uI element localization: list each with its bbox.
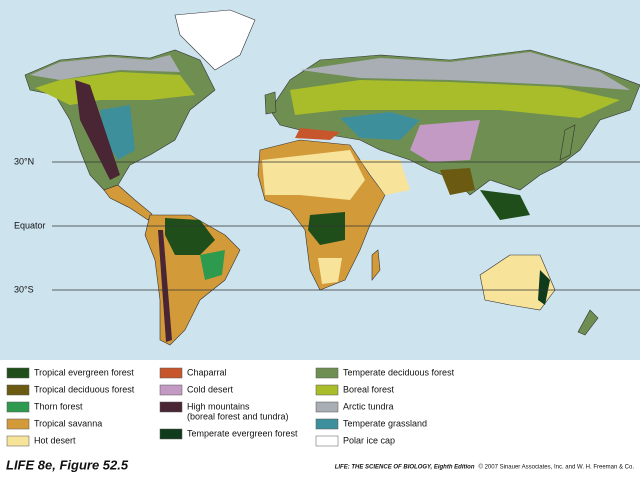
biome-region (35, 72, 195, 105)
biome-region (300, 52, 630, 90)
new-zealand (577, 309, 599, 336)
legend-label: Arctic tundra (343, 401, 394, 411)
legend-swatch (159, 367, 183, 379)
legend-swatch (315, 384, 339, 396)
biome-region (440, 168, 475, 195)
latitude-label: 30°S (14, 284, 34, 294)
biome-region (410, 120, 480, 162)
legend-label: Temperate evergreen forest (187, 428, 298, 438)
legend-swatch (315, 367, 339, 379)
biome-region (360, 160, 410, 195)
biome-region (30, 55, 180, 80)
legend-swatch (159, 428, 183, 440)
legend-swatch (6, 367, 30, 379)
legend-swatch (159, 384, 183, 396)
biome-region (340, 112, 420, 140)
biome-region (295, 128, 340, 140)
biome-region (318, 258, 342, 284)
legend-label: Tropical evergreen forest (34, 367, 134, 377)
biome-region (308, 212, 345, 245)
australia (479, 254, 556, 311)
biome-region (165, 218, 215, 255)
madagascar (371, 249, 381, 281)
greenland (174, 9, 256, 71)
biome-region (480, 190, 530, 220)
legend-label: Tropical deciduous forest (34, 384, 135, 394)
latitude-lines: 30°N Equator 30°S (14, 156, 640, 294)
legend-label: Tropical savanna (34, 418, 102, 428)
biome-region (75, 80, 120, 180)
legend-swatch (6, 384, 30, 396)
legend-swatch (6, 435, 30, 447)
latitude-label: Equator (14, 220, 46, 230)
legend-swatch (315, 418, 339, 430)
biome-region (262, 150, 365, 200)
legend-swatch (159, 401, 183, 413)
legend-swatch (315, 401, 339, 413)
legend-label: Boreal forest (343, 384, 395, 394)
biome-region (158, 230, 172, 342)
credit-book: LIFE: THE SCIENCE OF BIOLOGY, Eighth Edi… (335, 465, 475, 471)
legend-label: Temperate grassland (343, 418, 427, 428)
legend: Tropical evergreen forest Tropical decidu… (6, 367, 455, 447)
british-isles (264, 91, 277, 115)
legend-label: Polar ice cap (343, 435, 395, 445)
legend-label: Temperate deciduous forest (343, 367, 455, 377)
biome-region (290, 80, 620, 118)
legend-label: Chaparral (187, 367, 227, 377)
legend-label: Thorn forest (34, 401, 83, 411)
latitude-label: 30°N (14, 156, 34, 166)
biome-regions (30, 52, 630, 342)
legend-label: Hot desert (34, 435, 76, 445)
legend-swatch (315, 435, 339, 447)
japan (559, 124, 576, 161)
biome-region (200, 250, 225, 280)
legend-swatch (6, 401, 30, 413)
legend-swatch (6, 418, 30, 430)
legend-sublabel: (boreal forest and tundra) (187, 411, 289, 421)
biome-region (538, 270, 550, 305)
credit-copyright: © 2007 Sinauer Associates, Inc. and W. H… (479, 464, 635, 471)
figure-caption: LIFE 8e, Figure 52.5 (6, 457, 129, 472)
legend-label: High mountains (187, 401, 250, 411)
biome-region (100, 105, 135, 160)
legend-label: Cold desert (187, 384, 234, 394)
